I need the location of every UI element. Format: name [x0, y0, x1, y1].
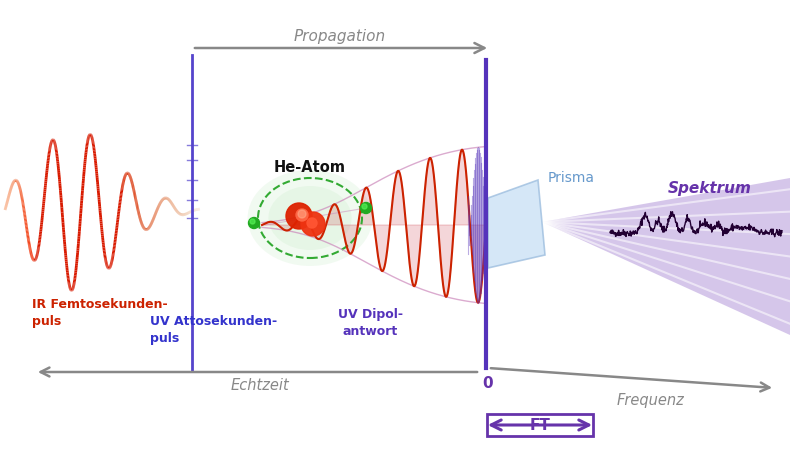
Text: Frequenz: Frequenz — [616, 393, 684, 407]
Circle shape — [286, 203, 312, 229]
Text: Spektrum: Spektrum — [668, 181, 752, 195]
Ellipse shape — [248, 170, 372, 266]
Polygon shape — [542, 178, 790, 335]
Polygon shape — [488, 180, 545, 268]
Circle shape — [362, 204, 367, 209]
Text: 0: 0 — [482, 375, 494, 390]
Text: Propagation: Propagation — [294, 29, 386, 44]
Ellipse shape — [268, 186, 352, 250]
Text: Prisma: Prisma — [548, 171, 595, 185]
Text: IR Femtosekunden-
puls: IR Femtosekunden- puls — [32, 298, 168, 328]
Text: FT: FT — [530, 418, 550, 432]
Text: He-Atom: He-Atom — [274, 161, 346, 175]
Circle shape — [296, 209, 308, 221]
Circle shape — [361, 202, 371, 213]
Circle shape — [307, 218, 317, 228]
Circle shape — [249, 218, 259, 229]
Text: UV Attosekunden-
puls: UV Attosekunden- puls — [150, 315, 277, 345]
Text: UV Dipol-
antwort: UV Dipol- antwort — [338, 308, 402, 338]
Circle shape — [301, 212, 325, 236]
Circle shape — [298, 210, 306, 218]
Text: Echtzeit: Echtzeit — [230, 377, 290, 393]
Circle shape — [250, 219, 255, 224]
